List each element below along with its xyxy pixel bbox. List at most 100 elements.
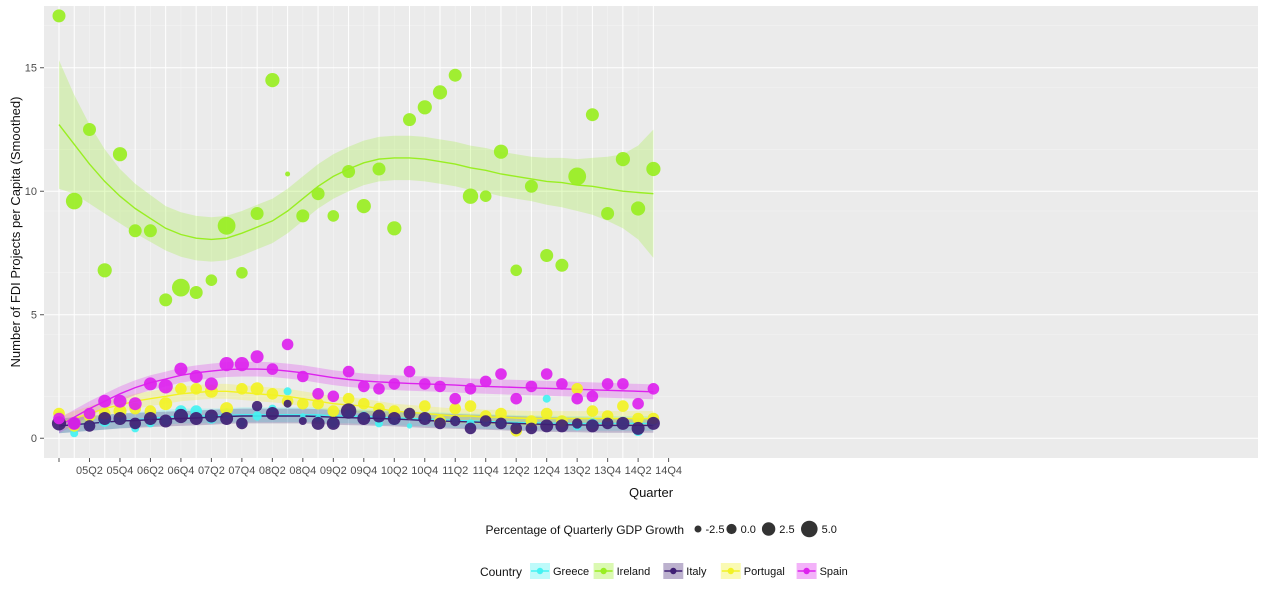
point-italy	[434, 417, 446, 430]
color-legend-label: Italy	[686, 566, 707, 578]
point-italy	[220, 412, 234, 425]
point-ireland	[387, 221, 402, 236]
point-ireland	[510, 264, 522, 277]
point-ireland	[250, 207, 264, 220]
point-italy	[450, 415, 461, 427]
color-legend: Country Greece Ireland Italy Portugal Spain	[480, 563, 848, 579]
point-spain	[250, 350, 264, 364]
point-ireland	[143, 224, 157, 238]
point-spain	[189, 370, 203, 383]
x-tick-label: 09Q4	[350, 465, 377, 477]
x-tick-label: 13Q2	[564, 465, 591, 477]
smooth-line-greece	[58, 414, 654, 427]
color-legend-title: Country	[480, 565, 522, 579]
point-ireland	[631, 201, 646, 216]
point-spain	[403, 365, 416, 378]
x-tick-label: 08Q4	[289, 465, 316, 477]
point-ireland	[524, 179, 538, 193]
line-layer	[58, 124, 654, 427]
smooth-line-italy	[58, 415, 654, 427]
x-tick-label: 05Q2	[76, 465, 103, 477]
size-legend-label: 0.0	[741, 524, 756, 536]
point-ireland	[189, 286, 203, 299]
y-axis-label: Number of FDI Projects per Capita (Smoot…	[8, 97, 23, 368]
point-italy	[298, 417, 307, 425]
point-italy	[495, 417, 507, 430]
point-italy	[159, 414, 173, 428]
point-italy	[189, 412, 203, 425]
point-greece	[406, 423, 413, 429]
x-tick-label: 14Q2	[625, 465, 652, 477]
point-spain	[419, 378, 431, 390]
point-italy	[572, 418, 583, 429]
point-ireland	[83, 123, 96, 136]
point-portugal	[419, 400, 431, 412]
point-portugal	[175, 383, 187, 395]
point-ireland	[285, 171, 291, 177]
point-italy	[372, 409, 386, 423]
point-spain	[540, 368, 553, 380]
point-italy	[311, 416, 325, 430]
x-tick-label: 10Q4	[411, 465, 438, 477]
point-italy	[585, 419, 599, 433]
point-portugal	[312, 397, 324, 410]
point-ireland	[52, 9, 66, 23]
y-tick-label: 10	[25, 186, 37, 198]
point-spain	[342, 365, 355, 378]
size-legend-key	[694, 525, 702, 533]
point-italy	[646, 416, 660, 430]
point-spain	[617, 378, 629, 390]
point-italy	[616, 416, 630, 430]
confidence-band-ireland	[59, 60, 654, 262]
color-legend-key-dot	[670, 567, 677, 575]
point-spain	[358, 380, 370, 393]
point-spain	[373, 383, 385, 395]
point-italy	[464, 422, 477, 435]
axis-layer: 0 5 10 15 05Q2 05Q4 06Q2 06Q4 07Q2 07Q4 08Q2 08Q4 09…	[25, 63, 682, 477]
x-tick-label: 13Q4	[594, 465, 621, 477]
point-portugal	[266, 388, 279, 400]
point-spain	[204, 377, 218, 391]
point-italy	[601, 417, 614, 430]
point-ireland	[342, 165, 356, 178]
point-spain	[234, 357, 249, 372]
point-ireland	[97, 263, 112, 278]
y-tick-label: 0	[31, 433, 37, 445]
point-spain	[495, 368, 507, 380]
color-legend-label: Ireland	[617, 566, 651, 578]
point-ireland	[217, 216, 236, 235]
point-ireland	[448, 68, 462, 82]
x-tick-label: 08Q2	[259, 465, 286, 477]
color-legend-label: Portugal	[744, 566, 785, 578]
point-spain	[632, 397, 644, 410]
point-spain	[281, 338, 294, 351]
point-spain	[571, 392, 583, 405]
point-italy	[525, 422, 538, 435]
point-ireland	[403, 113, 416, 127]
point-ireland	[555, 258, 569, 272]
x-tick-label: 11Q4	[473, 465, 499, 477]
size-legend-label: 5.0	[822, 524, 837, 536]
point-spain	[556, 378, 568, 390]
color-legend-key-dot	[536, 567, 544, 575]
point-portugal	[250, 382, 264, 396]
point-ireland	[356, 199, 371, 214]
point-spain	[449, 392, 462, 405]
x-tick-label: 06Q4	[167, 465, 194, 477]
color-legend-label: Greece	[553, 566, 589, 578]
color-legend-label: Spain	[820, 566, 848, 578]
point-ireland	[540, 249, 554, 262]
point-italy	[283, 399, 292, 408]
x-tick-label: 12Q2	[503, 465, 530, 477]
point-greece	[283, 387, 292, 396]
point-spain	[479, 375, 492, 388]
point-spain	[510, 392, 522, 405]
point-spain	[647, 383, 660, 395]
point-italy	[340, 403, 357, 419]
x-tick-label: 07Q2	[198, 465, 225, 477]
point-italy	[251, 400, 263, 412]
point-portugal	[571, 383, 583, 395]
point-italy	[113, 412, 127, 425]
